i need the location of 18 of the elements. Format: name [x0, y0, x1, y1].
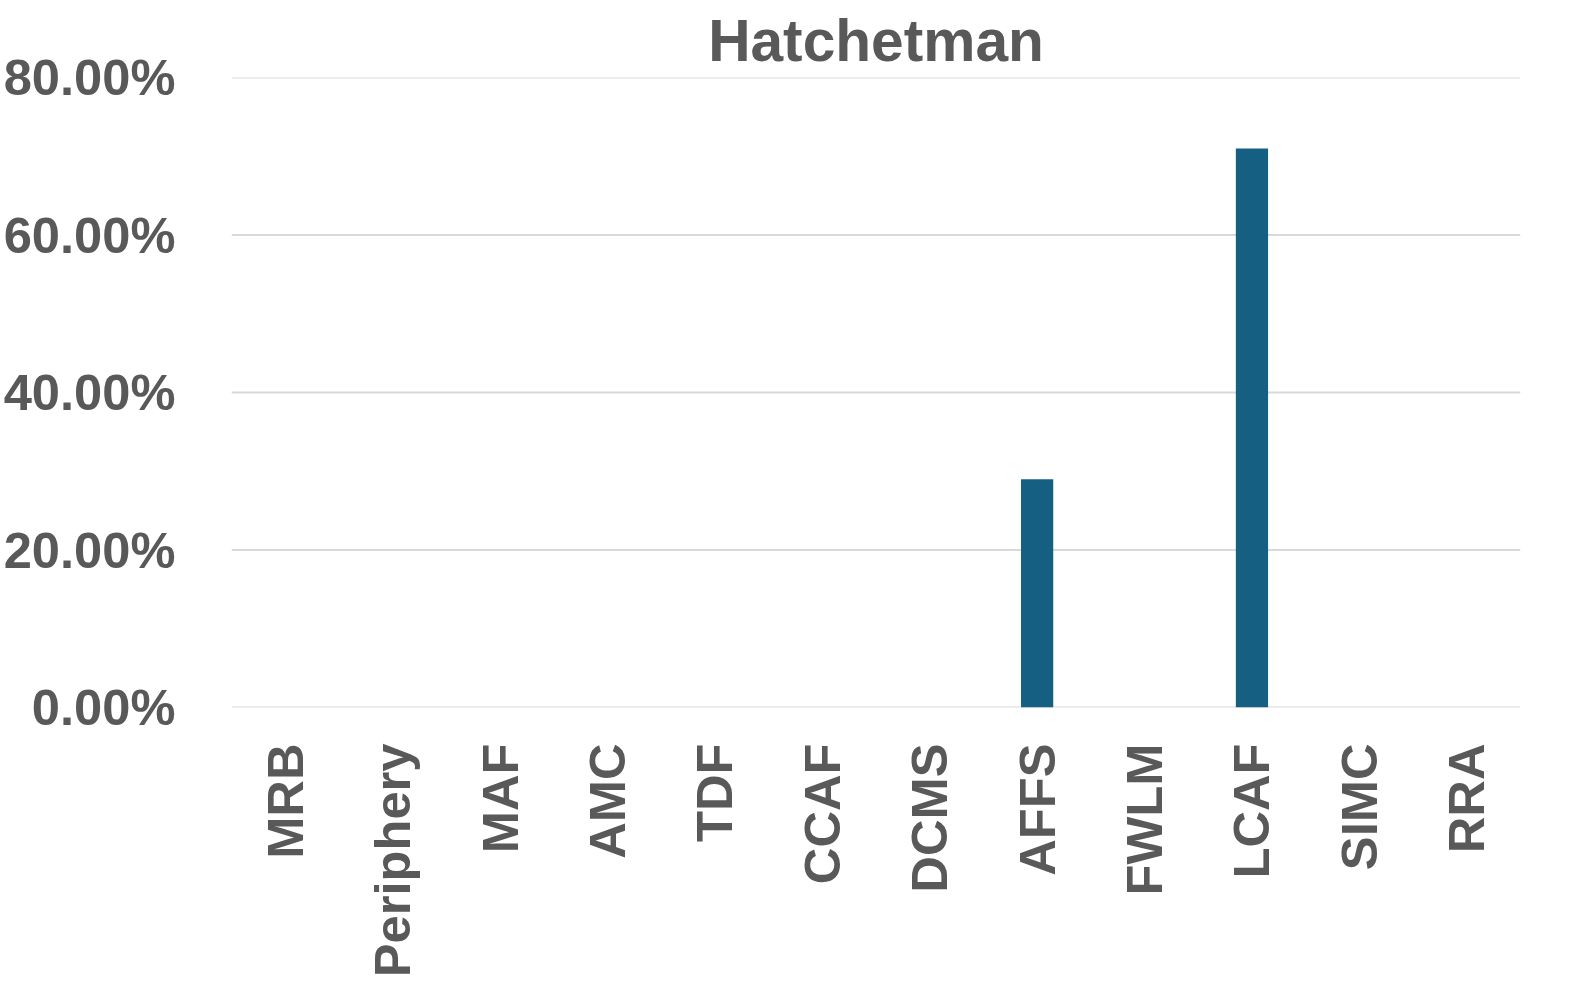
x-tick-label: Periphery — [364, 743, 422, 978]
x-tick-label: TDF — [686, 743, 744, 842]
x-tick-label: SIMC — [1330, 743, 1388, 871]
x-tick-label: MAF — [471, 743, 529, 854]
x-tick-label: DCMS — [901, 743, 959, 893]
y-tick-label: 40.00% — [3, 364, 176, 421]
x-tick-label: LCAF — [1223, 743, 1281, 879]
y-tick-label: 20.00% — [3, 521, 176, 579]
x-tick-label: AFFS — [1008, 743, 1066, 876]
x-tick-label: RRA — [1438, 743, 1496, 854]
x-tick-label: AMC — [578, 743, 636, 859]
chart-title: Hatchetman — [708, 7, 1044, 73]
x-tick-label: MRB — [256, 743, 314, 859]
x-tick-label: CCAF — [793, 743, 851, 885]
y-tick-label: 60.00% — [3, 206, 176, 264]
x-tick-label: FWLM — [1116, 743, 1174, 896]
y-tick-label: 80.00% — [3, 49, 176, 106]
y-tick-label: 0.00% — [31, 679, 176, 736]
